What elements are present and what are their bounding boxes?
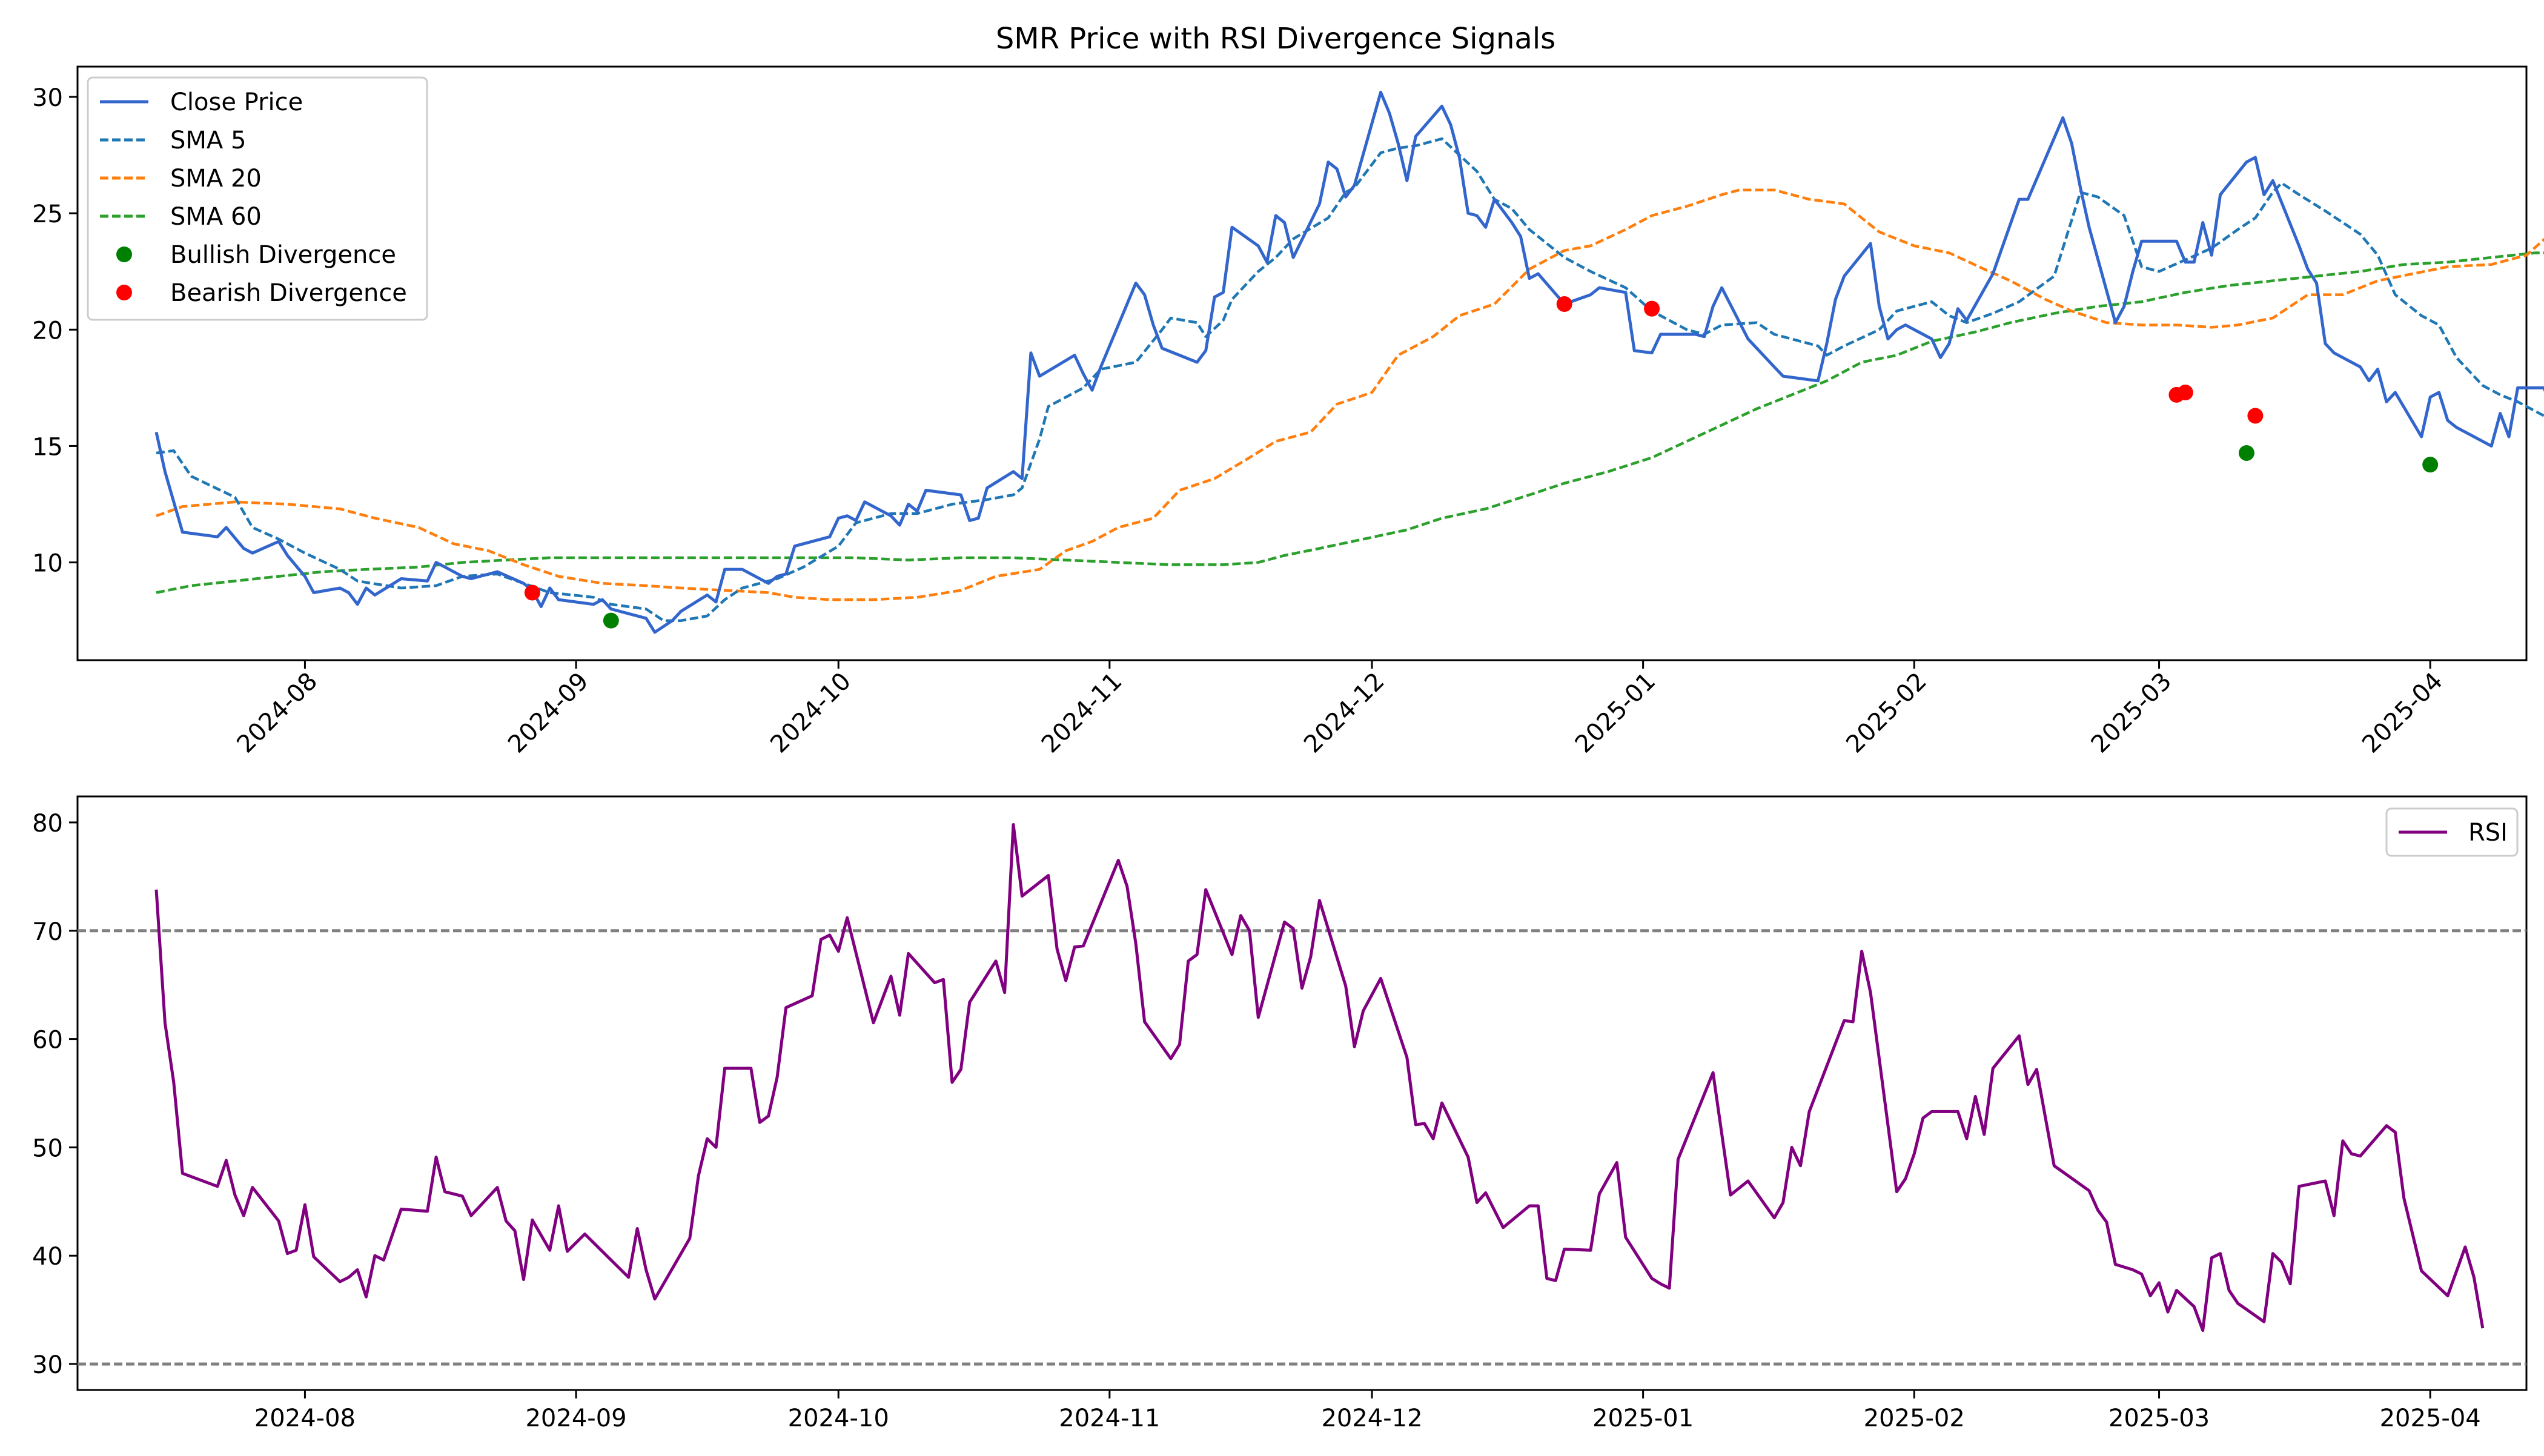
marker-bullish-divergence — [2238, 445, 2254, 461]
rsi-legend: RSI — [2385, 807, 2519, 857]
rsi-ytick-label: 60 — [32, 1027, 63, 1054]
marker-bearish-divergence — [1644, 300, 1660, 317]
rsi-chart: 30 40 50 60 70 80 2024-08 2024-09 2024-10 2024-1… — [32, 795, 2528, 1432]
rsi-xtick-label: 2025-03 — [2108, 1405, 2210, 1432]
rsi-ytick-label: 70 — [32, 918, 63, 946]
price-ytick-label: 10 — [32, 550, 63, 578]
legend-label-sma-60: SMA 60 — [170, 203, 262, 231]
rsi-xtick-label: 2025-01 — [1592, 1405, 1694, 1432]
marker-bullish-divergence — [603, 612, 619, 629]
price-ytick-label: 20 — [32, 317, 63, 345]
series-sma-5 — [156, 137, 2544, 622]
rsi-plot-area — [76, 795, 2528, 1391]
rsi-xtick-label: 2025-04 — [2380, 1405, 2481, 1432]
rsi-legend-box — [2385, 807, 2519, 857]
legend-label-bullish-divergence: Bullish Divergence — [170, 241, 396, 269]
legend-label-close-price: Close Price — [170, 88, 303, 116]
legend-swatch-bullish-divergence — [116, 247, 132, 262]
price-ytick-label: 15 — [32, 433, 63, 461]
marker-bearish-divergence — [2177, 385, 2193, 401]
series-rsi — [154, 823, 2485, 1332]
rsi-ytick-label: 80 — [32, 810, 63, 838]
price-plot-area — [76, 65, 2528, 661]
series-sma-60 — [156, 251, 2544, 594]
rsi-xtick-label: 2024-10 — [788, 1405, 889, 1432]
rsi-xtick-label: 2024-11 — [1059, 1405, 1160, 1432]
rsi-xtick-label: 2025-02 — [1864, 1405, 1965, 1432]
rsi-xtick-label: 2024-12 — [1321, 1405, 1422, 1432]
rsi-xtick-label: 2024-08 — [254, 1405, 356, 1432]
rsi-ytick-label: 30 — [32, 1351, 63, 1379]
rsi-xtick-label: 2024-09 — [525, 1405, 626, 1432]
legend-label-rsi: RSI — [2468, 819, 2508, 847]
marker-bearish-divergence — [2247, 408, 2264, 424]
price-legend: Close Price SMA 5 SMA 20 SMA 60 Bullish Dive… — [87, 76, 428, 321]
legend-label-sma-20: SMA 20 — [170, 165, 262, 193]
legend-swatch-bearish-divergence — [116, 285, 132, 300]
rsi-ytick-label: 40 — [32, 1243, 63, 1271]
marker-bullish-divergence — [2422, 457, 2439, 473]
price-ytick-label: 25 — [32, 200, 63, 228]
legend-label-bearish-divergence: Bearish Divergence — [170, 279, 407, 307]
legend-label-sma-5: SMA 5 — [170, 127, 246, 154]
price-ytick-label: 30 — [32, 84, 63, 112]
series-sma-20 — [156, 188, 2544, 601]
marker-bearish-divergence — [524, 584, 540, 601]
price-legend-box — [87, 76, 428, 321]
price-chart-title: SMR Price with RSI Divergence Signals — [996, 22, 1555, 56]
series-close-price — [154, 90, 2544, 634]
marker-bearish-divergence — [1556, 296, 1572, 312]
rsi-ytick-label: 50 — [32, 1134, 63, 1162]
